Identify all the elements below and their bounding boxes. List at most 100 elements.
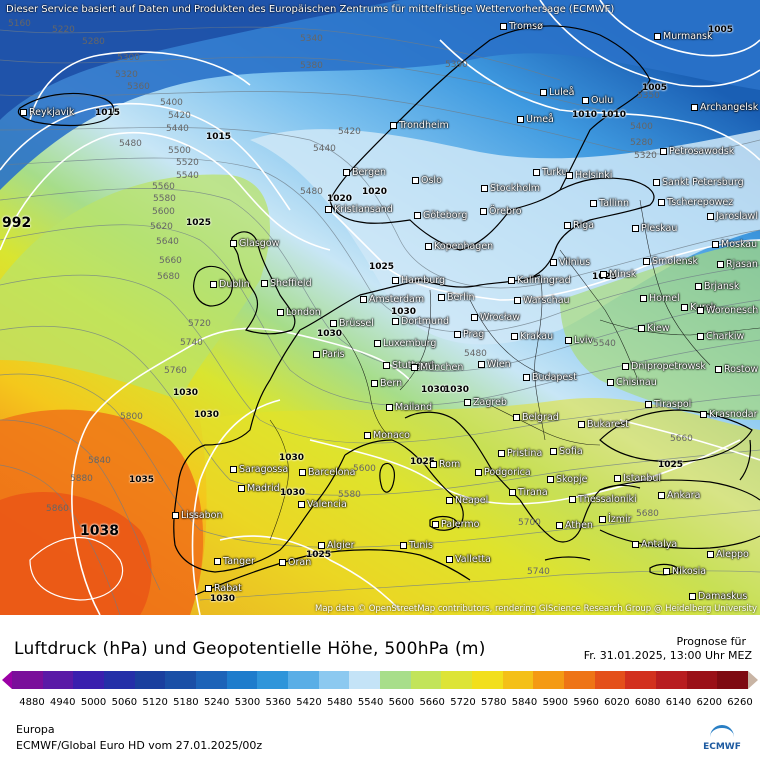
height-label: 5660 <box>159 256 182 266</box>
city-label: Zagreb <box>464 397 507 408</box>
city-name: Nikosia <box>672 566 707 577</box>
city-label: Kristiansand <box>325 204 393 215</box>
city-label: Homel <box>640 293 680 304</box>
color-swatch <box>717 671 749 689</box>
scale-tick-label: 5720 <box>450 697 476 708</box>
city-label: Dublin <box>210 279 250 290</box>
city-marker-icon <box>550 448 557 455</box>
city-name: Pristina <box>507 448 543 459</box>
city-name: Krakau <box>520 331 554 342</box>
pressure-label: 1038 <box>80 523 119 539</box>
city-label: Ankara <box>658 490 700 501</box>
city-label: Antalya <box>632 539 677 550</box>
city-marker-icon <box>622 363 629 370</box>
city-marker-icon <box>172 512 179 519</box>
city-marker-icon <box>658 199 665 206</box>
height-label: 5680 <box>157 272 180 282</box>
city-name: Warschau <box>523 295 570 306</box>
scale-tick-label: 5360 <box>265 697 291 708</box>
scale-tick-label: 5300 <box>234 697 261 708</box>
city-marker-icon <box>360 296 367 303</box>
city-name: Trondheim <box>399 120 449 131</box>
scale-tick-label: 5480 <box>327 697 353 708</box>
city-marker-icon <box>230 240 237 247</box>
city-label: Umeå <box>517 114 554 125</box>
city-marker-icon <box>214 558 221 565</box>
city-name: Oslo <box>421 175 442 186</box>
city-name: Saragossa <box>239 464 289 475</box>
city-name: Wien <box>487 359 511 370</box>
height-label: 5440 <box>313 144 336 154</box>
city-label: Nikosia <box>663 566 706 577</box>
city-label: Rom <box>430 459 460 470</box>
legend-arrow-left-icon <box>2 671 12 689</box>
city-label: Saragossa <box>230 464 288 475</box>
city-marker-icon <box>325 206 332 213</box>
city-name: Hamburg <box>401 275 446 286</box>
city-marker-icon <box>514 297 521 304</box>
city-name: Homel <box>649 293 680 304</box>
pressure-label: 1005 <box>642 83 668 93</box>
city-marker-icon <box>712 241 719 248</box>
ecmwf-logo-icon <box>710 725 734 742</box>
city-marker-icon <box>464 399 471 406</box>
city-marker-icon <box>277 309 284 316</box>
city-marker-icon <box>298 501 305 508</box>
height-label: 5740 <box>527 567 550 577</box>
height-label: 5480 <box>464 349 487 359</box>
city-name: Thessaloniki <box>578 494 637 505</box>
city-name: Pleskau <box>641 223 678 234</box>
city-label: Sofia <box>550 446 583 457</box>
city-name: Sofia <box>559 446 583 457</box>
color-swatch <box>410 671 442 689</box>
city-name: İzmir <box>608 514 632 525</box>
city-marker-icon <box>582 97 589 104</box>
city-name: Ankara <box>667 490 701 501</box>
height-label: 5280 <box>630 138 653 148</box>
city-name: Algier <box>327 540 355 551</box>
city-marker-icon <box>478 361 485 368</box>
height-label: 5860 <box>46 504 69 514</box>
city-name: Brjansk <box>704 281 740 292</box>
city-marker-icon <box>425 243 432 250</box>
city-marker-icon <box>695 283 702 290</box>
city-name: Brüssel <box>339 318 374 329</box>
city-label: Barcelona <box>299 467 355 478</box>
city-name: Sheffield <box>270 278 312 289</box>
height-label: 5390 <box>445 60 468 70</box>
color-swatch <box>226 671 258 689</box>
city-label: Luxemburg <box>374 338 436 349</box>
height-label: 5600 <box>152 207 175 217</box>
height-label: 5300 <box>117 53 140 63</box>
city-label: Rabat <box>205 583 242 594</box>
city-label: Luleå <box>540 87 574 98</box>
height-label: 5420 <box>168 111 191 121</box>
city-name: Tunis <box>409 540 433 551</box>
pressure-label: 1010 <box>601 110 627 120</box>
city-name: Lissabon <box>181 510 223 521</box>
city-label: Tscherepowez <box>658 197 733 208</box>
city-name: Aleppo <box>716 549 749 560</box>
height-label: 5800 <box>120 412 143 422</box>
city-name: Tirana <box>518 487 548 498</box>
city-marker-icon <box>513 414 520 421</box>
height-label: 5420 <box>338 127 361 137</box>
height-label: 5540 <box>593 339 616 349</box>
city-marker-icon <box>392 318 399 325</box>
height-label: 5580 <box>338 490 361 500</box>
scale-tick-label: 6260 <box>727 697 753 708</box>
city-name: Antalya <box>641 539 678 550</box>
city-marker-icon <box>438 294 445 301</box>
city-marker-icon <box>480 208 487 215</box>
city-marker-icon <box>715 366 722 373</box>
city-label: London <box>277 307 321 318</box>
city-label: Tirana <box>509 487 548 498</box>
scale-tick-label: 5600 <box>388 697 415 708</box>
city-name: Bern <box>380 378 403 389</box>
city-marker-icon <box>279 559 286 566</box>
city-label: Amsterdam <box>360 294 424 305</box>
pressure-label: 1030 <box>279 453 305 463</box>
city-label: Turku <box>533 167 568 178</box>
city-marker-icon <box>374 340 381 347</box>
scale-tick-label: 6020 <box>604 697 630 708</box>
